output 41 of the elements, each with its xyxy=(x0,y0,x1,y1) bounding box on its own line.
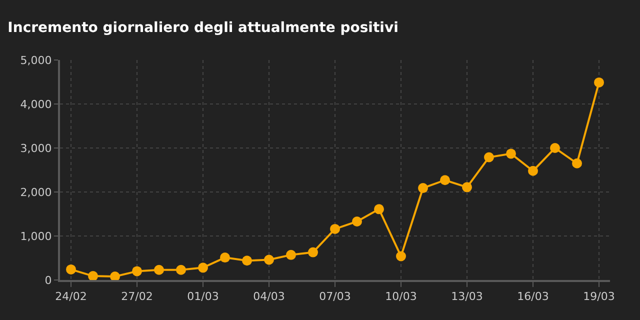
x-tick-label: 04/03 xyxy=(253,290,285,304)
point xyxy=(66,264,76,274)
point xyxy=(220,252,230,263)
x-tick-label: 27/02 xyxy=(121,290,153,304)
point xyxy=(550,143,560,153)
point xyxy=(264,254,274,265)
point xyxy=(88,271,98,280)
point xyxy=(462,182,472,192)
point xyxy=(154,264,164,275)
y-tick-label: 3,000 xyxy=(20,142,52,155)
y-tick-label: 5,000 xyxy=(20,54,52,67)
point xyxy=(308,247,318,258)
point xyxy=(198,262,208,273)
point xyxy=(396,251,406,262)
point xyxy=(132,266,142,276)
point xyxy=(528,166,538,176)
point xyxy=(176,264,186,275)
point xyxy=(418,183,428,194)
point xyxy=(330,224,340,234)
x-tick-label: 07/03 xyxy=(319,290,351,304)
x-tick-label: 13/03 xyxy=(451,290,483,304)
point xyxy=(506,148,516,159)
y-tick-label: 0 xyxy=(44,274,52,287)
y-tick-label: 2,000 xyxy=(20,186,52,199)
point xyxy=(594,77,604,88)
point xyxy=(572,158,582,168)
point xyxy=(440,175,450,186)
x-tick-label: 01/03 xyxy=(187,290,219,304)
x-tick-label: 24/02 xyxy=(55,290,87,304)
x-tick-label: 19/03 xyxy=(583,290,615,304)
x-tick-label: 10/03 xyxy=(385,290,417,304)
y-tick-label: 1,000 xyxy=(20,230,52,243)
point xyxy=(286,250,296,260)
point xyxy=(484,152,494,162)
point xyxy=(374,204,384,214)
chart-title: Incremento giornaliero degli attualmente positivi xyxy=(8,20,398,36)
x-tick-label: 16/03 xyxy=(517,290,549,304)
y-tick-label: 4,000 xyxy=(20,98,52,111)
point xyxy=(242,256,252,266)
point xyxy=(110,271,120,280)
point xyxy=(352,216,362,226)
